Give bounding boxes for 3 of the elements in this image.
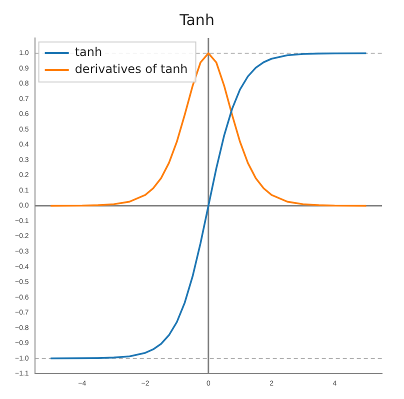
legend-label: tanh xyxy=(74,45,102,60)
chart-title: Tanh xyxy=(178,10,214,29)
legend-label: derivatives of tanh xyxy=(74,62,188,76)
